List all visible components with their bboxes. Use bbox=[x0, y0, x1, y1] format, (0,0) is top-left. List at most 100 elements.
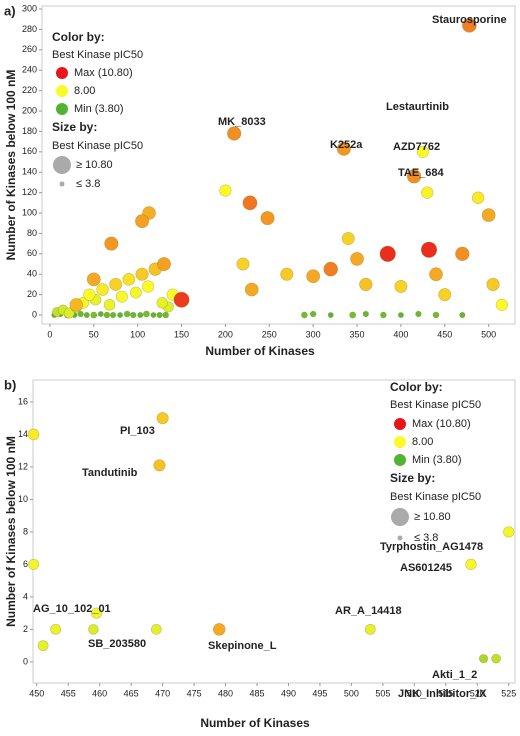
y-tick-label: 220 bbox=[22, 85, 37, 95]
compound-label: JNK_Inhibitor_IX bbox=[398, 688, 487, 700]
data-point bbox=[309, 310, 317, 318]
legend-swatch bbox=[56, 67, 68, 79]
legend-label: Max (10.80) bbox=[74, 67, 133, 79]
data-point bbox=[415, 310, 422, 318]
panel-label: b) bbox=[4, 377, 16, 392]
data-point bbox=[103, 311, 111, 319]
data-point bbox=[455, 246, 470, 261]
data-point bbox=[156, 412, 169, 425]
y-tick-label: 200 bbox=[22, 105, 37, 115]
data-point bbox=[150, 624, 162, 635]
y-tick-label: 300 bbox=[22, 3, 37, 13]
data-point bbox=[416, 145, 429, 158]
x-tick-label: 0 bbox=[47, 329, 52, 339]
x-axis-label: Number of Kinases bbox=[205, 344, 315, 358]
data-point bbox=[109, 311, 117, 319]
data-point bbox=[421, 186, 434, 199]
data-point bbox=[97, 311, 104, 317]
data-point bbox=[137, 311, 144, 319]
y-tick-label: 4 bbox=[23, 591, 28, 601]
data-point bbox=[123, 310, 131, 318]
legend-subtitle: Best Kinase pIC50 bbox=[390, 491, 481, 503]
data-point bbox=[142, 280, 155, 293]
legend-label: ≥ 10.80 bbox=[414, 511, 451, 523]
y-axis-label: Number of Kinases below 100 nM bbox=[4, 70, 18, 261]
legend-swatch bbox=[56, 85, 68, 97]
compound-label: Skepinone_L bbox=[208, 640, 277, 652]
y-tick-label: 180 bbox=[22, 126, 37, 136]
compound-label: PI_103 bbox=[120, 425, 155, 437]
data-point bbox=[156, 297, 168, 309]
data-point bbox=[150, 312, 157, 318]
x-tick-label: 515 bbox=[438, 688, 453, 698]
compound-label: Tyrphostin_AG1478 bbox=[380, 541, 483, 553]
data-point bbox=[27, 428, 40, 441]
data-point bbox=[130, 311, 137, 319]
y-tick-label: 120 bbox=[22, 187, 37, 197]
data-point bbox=[103, 299, 116, 311]
data-point bbox=[86, 272, 101, 287]
compound-label: Lestaurtinib bbox=[386, 101, 449, 113]
data-point bbox=[115, 290, 128, 303]
legend-label: Max (10.80) bbox=[412, 418, 471, 430]
data-point bbox=[244, 282, 259, 297]
compound-label: MK_8033 bbox=[218, 116, 266, 128]
data-point bbox=[63, 307, 75, 319]
x-tick-label: 485 bbox=[249, 688, 264, 698]
data-point bbox=[173, 291, 190, 308]
x-tick-label: 510 bbox=[407, 688, 422, 698]
data-point bbox=[359, 277, 373, 292]
legend-size bbox=[53, 156, 71, 174]
data-point bbox=[364, 623, 376, 635]
data-point bbox=[242, 195, 258, 211]
y-tick-label: 40 bbox=[27, 269, 37, 279]
data-point bbox=[129, 286, 142, 299]
y-tick-label: 14 bbox=[18, 429, 28, 439]
compound-label: K252a bbox=[330, 139, 363, 151]
x-tick-label: 450 bbox=[29, 688, 44, 698]
y-tick-label: 160 bbox=[22, 146, 37, 156]
data-point bbox=[465, 558, 477, 571]
x-tick-label: 505 bbox=[375, 688, 390, 698]
data-point bbox=[83, 288, 96, 301]
legend-subtitle: Best Kinase pIC50 bbox=[390, 399, 481, 411]
y-tick-label: 0 bbox=[32, 309, 37, 319]
data-point bbox=[397, 312, 404, 318]
data-point bbox=[162, 311, 170, 319]
data-point bbox=[323, 261, 338, 277]
data-point bbox=[301, 311, 308, 319]
compound-label: AR_A_14418 bbox=[335, 605, 402, 617]
data-point bbox=[362, 310, 369, 318]
y-tick-label: 8 bbox=[23, 526, 28, 536]
data-point bbox=[122, 272, 136, 286]
data-point bbox=[503, 526, 515, 538]
data-point bbox=[432, 311, 440, 319]
data-point bbox=[438, 288, 452, 302]
data-point bbox=[156, 311, 163, 319]
data-point bbox=[28, 558, 40, 570]
data-point bbox=[459, 311, 466, 319]
y-tick-label: 140 bbox=[22, 167, 37, 177]
y-tick-label: 20 bbox=[27, 289, 37, 299]
legend-subtitle: Best Kinase pIC50 bbox=[52, 140, 143, 152]
data-point bbox=[236, 257, 250, 271]
legend-label: ≤ 3.8 bbox=[414, 532, 438, 544]
data-point bbox=[135, 267, 149, 281]
compound-label: AZD7762 bbox=[393, 141, 440, 153]
x-tick-label: 250 bbox=[262, 329, 277, 339]
data-point bbox=[69, 298, 83, 312]
data-point bbox=[495, 298, 508, 311]
legend-size bbox=[391, 508, 409, 526]
data-point bbox=[83, 311, 90, 319]
y-tick-label: 280 bbox=[22, 24, 37, 34]
data-point bbox=[143, 310, 150, 318]
compound-label: TAE_684 bbox=[398, 167, 445, 179]
panel-label: a) bbox=[4, 3, 16, 18]
x-tick-label: 100 bbox=[130, 329, 145, 339]
data-point bbox=[50, 623, 62, 635]
legend-subtitle: Best Kinase pIC50 bbox=[52, 49, 143, 61]
x-tick-label: 200 bbox=[218, 329, 233, 339]
data-point bbox=[90, 607, 103, 619]
